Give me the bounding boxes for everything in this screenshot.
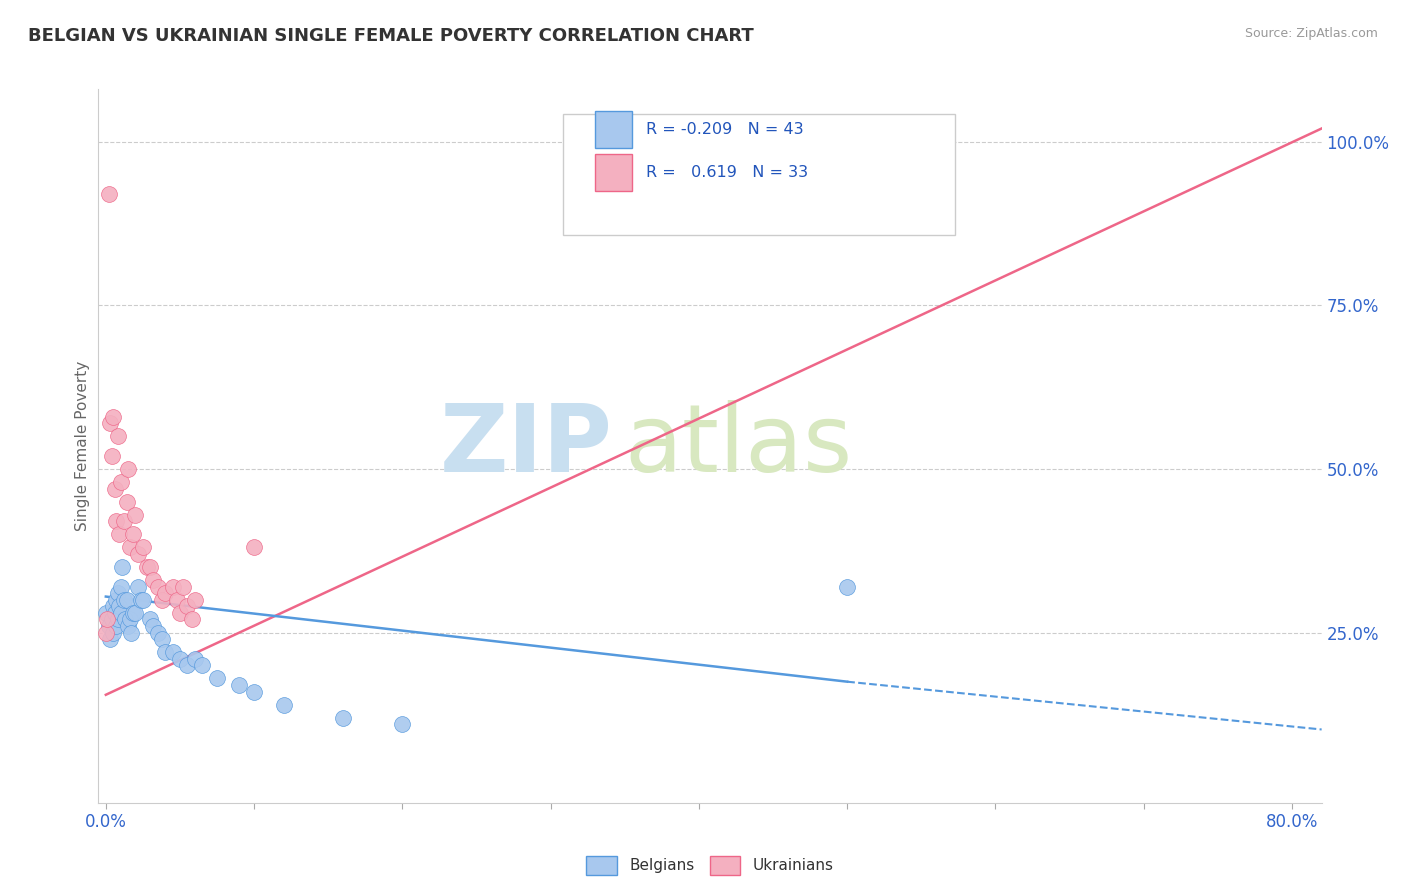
Point [391,717,413,731]
Point [243,684,266,698]
Point [150,592,173,607]
Point [121,527,143,541]
Point [124,606,146,620]
FancyBboxPatch shape [595,112,631,148]
Point [153,645,176,659]
Point [176,658,198,673]
Point [112,592,135,607]
Point [136,560,159,574]
Text: atlas: atlas [624,400,852,492]
Point [105,514,128,528]
Point [120,625,142,640]
Point [96,612,118,626]
Point [121,606,143,620]
Point [184,592,207,607]
Point [139,560,162,574]
Point [142,573,165,587]
Point [100,612,122,626]
Point [332,711,354,725]
Point [127,547,149,561]
Point [169,652,191,666]
Point [94,625,117,640]
Point [115,494,138,508]
Point [146,625,169,640]
Point [111,560,134,574]
Point [228,678,250,692]
Point [273,698,295,712]
Point [98,416,121,430]
Point [191,658,214,673]
Point [124,508,146,522]
Point [118,612,141,626]
Point [104,482,127,496]
Point [112,514,135,528]
Point [162,645,184,659]
Point [184,652,207,666]
Point [118,541,141,555]
Point [142,619,165,633]
Text: R =   0.619   N = 33: R = 0.619 N = 33 [647,165,808,180]
Point [114,612,136,626]
Point [103,599,125,614]
Point [150,632,173,647]
Point [108,527,131,541]
Point [107,429,129,443]
Text: R = -0.209   N = 43: R = -0.209 N = 43 [647,122,804,137]
Point [146,580,169,594]
Point [117,619,139,633]
Point [100,449,122,463]
FancyBboxPatch shape [595,154,631,191]
Text: Source: ZipAtlas.com: Source: ZipAtlas.com [1244,27,1378,40]
Point [132,541,155,555]
Point [98,632,121,647]
Point [132,592,155,607]
Text: BELGIAN VS UKRAINIAN SINGLE FEMALE POVERTY CORRELATION CHART: BELGIAN VS UKRAINIAN SINGLE FEMALE POVER… [28,27,754,45]
Point [180,612,202,626]
Point [107,612,129,626]
Point [97,186,120,201]
Y-axis label: Single Female Poverty: Single Female Poverty [75,361,90,531]
Point [103,625,125,640]
Point [110,606,132,620]
Point [243,541,266,555]
Point [169,606,191,620]
Point [94,606,117,620]
FancyBboxPatch shape [564,114,955,235]
Point [127,580,149,594]
Point [117,462,139,476]
Point [107,586,129,600]
Point [104,606,127,620]
Point [108,599,131,614]
Legend: Belgians, Ukrainians: Belgians, Ukrainians [581,850,839,880]
Point [97,619,120,633]
Point [176,599,198,614]
Point [105,619,128,633]
Point [837,580,859,594]
Point [153,586,176,600]
Point [205,672,228,686]
Point [139,612,162,626]
Point [172,580,194,594]
Point [162,580,184,594]
Point [110,475,132,489]
Point [105,592,128,607]
Point [166,592,188,607]
Point [110,580,132,594]
Point [131,592,153,607]
Point [115,592,138,607]
Point [103,409,125,424]
Text: ZIP: ZIP [439,400,612,492]
